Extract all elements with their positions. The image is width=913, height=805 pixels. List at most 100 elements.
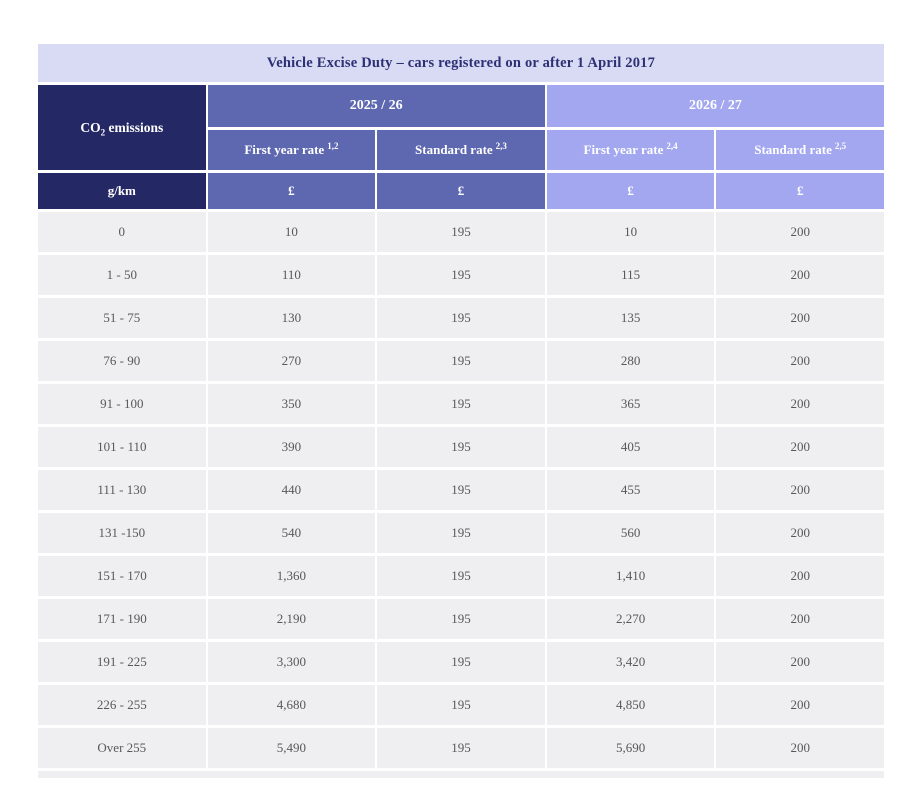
sr-2025-value: 195: [377, 341, 545, 381]
standard-rate-2025-label: Standard rate: [415, 142, 493, 157]
fyr-2025-value: 4,680: [207, 685, 376, 725]
sr-2025-value: 195: [377, 298, 545, 338]
fyr-2025-value: 5,490: [207, 728, 376, 768]
fyr-2026-value: 365: [546, 384, 715, 424]
sr-2026-value: 200: [716, 599, 884, 639]
first-year-rate-2025-label: First year rate: [244, 142, 325, 157]
co2-subscript: 2: [100, 127, 106, 138]
sr-2026-value: 200: [716, 470, 884, 510]
fyr-2025-value: 130: [207, 298, 376, 338]
fyr-2025-value: 270: [207, 341, 376, 381]
sr-2025-value: 195: [377, 642, 545, 682]
table-row: 151 - 170 1,360 195 1,410 200: [38, 556, 884, 596]
sr-2026-value: 200: [716, 212, 884, 252]
sr-2026-value: 200: [716, 255, 884, 295]
ved-table: Vehicle Excise Duty – cars registered on…: [36, 41, 886, 771]
sr-2025-value: 195: [377, 728, 545, 768]
fyr-2025-value: 540: [207, 513, 376, 553]
footnote-sup-2-4: 2,4: [666, 140, 678, 151]
sr-2025-value: 195: [377, 255, 545, 295]
emissions-band: 51 - 75: [38, 298, 206, 338]
gkm-unit-header: g/km: [38, 173, 206, 209]
sr-2026-value: 200: [716, 384, 884, 424]
fyr-2026-value: 455: [546, 470, 715, 510]
currency-header-3: £: [546, 173, 715, 209]
emissions-band: 226 - 255: [38, 685, 206, 725]
co2-label-prefix: CO: [80, 119, 101, 135]
fyr-2025-value: 2,190: [207, 599, 376, 639]
emissions-band: 1 - 50: [38, 255, 206, 295]
table-row: 0 10 195 10 200: [38, 212, 884, 252]
year-header-row: CO2 emissions 2025 / 26 2026 / 27: [38, 85, 884, 170]
fyr-2026-value: 135: [546, 298, 715, 338]
sr-2025-value: 195: [377, 556, 545, 596]
table-title: Vehicle Excise Duty – cars registered on…: [38, 44, 884, 82]
first-year-rate-2025-header: First year rate 1,2: [207, 130, 376, 170]
table-row: 91 - 100 350 195 365 200: [38, 384, 884, 424]
fyr-2025-value: 110: [207, 255, 376, 295]
fyr-2026-value: 1,410: [546, 556, 715, 596]
fyr-2025-value: 440: [207, 470, 376, 510]
fyr-2026-value: 115: [546, 255, 715, 295]
table-row: Over 255 5,490 195 5,690 200: [38, 728, 884, 768]
emissions-band: 0: [38, 212, 206, 252]
sr-2025-value: 195: [377, 427, 545, 467]
sr-2025-value: 195: [377, 384, 545, 424]
emissions-band: 191 - 225: [38, 642, 206, 682]
fyr-2026-value: 10: [546, 212, 715, 252]
currency-header-1: £: [207, 173, 376, 209]
standard-rate-2026-header: Standard rate 2,5: [716, 130, 884, 170]
fyr-2026-value: 560: [546, 513, 715, 553]
fyr-2025-value: 3,300: [207, 642, 376, 682]
fyr-2026-value: 5,690: [546, 728, 715, 768]
footnote-sup-1-2: 1,2: [327, 140, 339, 151]
title-row: Vehicle Excise Duty – cars registered on…: [38, 44, 884, 82]
units-row: g/km £ £ £ £: [38, 173, 884, 209]
sr-2026-value: 200: [716, 298, 884, 338]
table-row: 76 - 90 270 195 280 200: [38, 341, 884, 381]
table-row: 226 - 255 4,680 195 4,850 200: [38, 685, 884, 725]
emissions-band: 76 - 90: [38, 341, 206, 381]
table-row: 111 - 130 440 195 455 200: [38, 470, 884, 510]
footnote-sup-2-5: 2,5: [834, 140, 847, 151]
fyr-2026-value: 3,420: [546, 642, 715, 682]
table-row: 131 -150 540 195 560 200: [38, 513, 884, 553]
sr-2025-value: 195: [377, 470, 545, 510]
fyr-2026-value: 4,850: [546, 685, 715, 725]
sr-2026-value: 200: [716, 341, 884, 381]
year-group-2025-26: 2025 / 26: [207, 85, 545, 127]
fyr-2025-value: 1,360: [207, 556, 376, 596]
sr-2025-value: 195: [377, 599, 545, 639]
first-year-rate-2026-label: First year rate: [583, 142, 664, 157]
sr-2026-value: 200: [716, 642, 884, 682]
standard-rate-2026-label: Standard rate: [754, 142, 832, 157]
ved-table-container: Vehicle Excise Duty – cars registered on…: [36, 41, 886, 778]
sr-2026-value: 200: [716, 685, 884, 725]
sr-2026-value: 200: [716, 556, 884, 596]
currency-header-2: £: [377, 173, 545, 209]
fyr-2026-value: 280: [546, 341, 715, 381]
emissions-band: 171 - 190: [38, 599, 206, 639]
sr-2025-value: 195: [377, 513, 545, 553]
footnote-sup-2-3: 2,3: [495, 140, 507, 151]
co2-emissions-header: CO2 emissions: [38, 85, 206, 170]
rate-header-row: First year rate 1,2 Standard rate 2,3 Firs…: [38, 130, 884, 170]
sr-2026-value: 200: [716, 728, 884, 768]
table-row: 1 - 50 110 195 115 200: [38, 255, 884, 295]
emissions-band: 91 - 100: [38, 384, 206, 424]
sr-2025-value: 195: [377, 212, 545, 252]
fyr-2026-value: 2,270: [546, 599, 715, 639]
first-year-rate-2026-header: First year rate 2,4: [546, 130, 715, 170]
emissions-band: 101 - 110: [38, 427, 206, 467]
emissions-band: Over 255: [38, 728, 206, 768]
sr-2026-value: 200: [716, 513, 884, 553]
fyr-2026-value: 405: [546, 427, 715, 467]
co2-label-suffix: emissions: [105, 119, 164, 135]
sr-2026-value: 200: [716, 427, 884, 467]
table-row: 171 - 190 2,190 195 2,270 200: [38, 599, 884, 639]
emissions-band: 111 - 130: [38, 470, 206, 510]
table-row: 101 - 110 390 195 405 200: [38, 427, 884, 467]
year-group-2026-27: 2026 / 27: [546, 85, 884, 127]
currency-header-4: £: [716, 173, 884, 209]
